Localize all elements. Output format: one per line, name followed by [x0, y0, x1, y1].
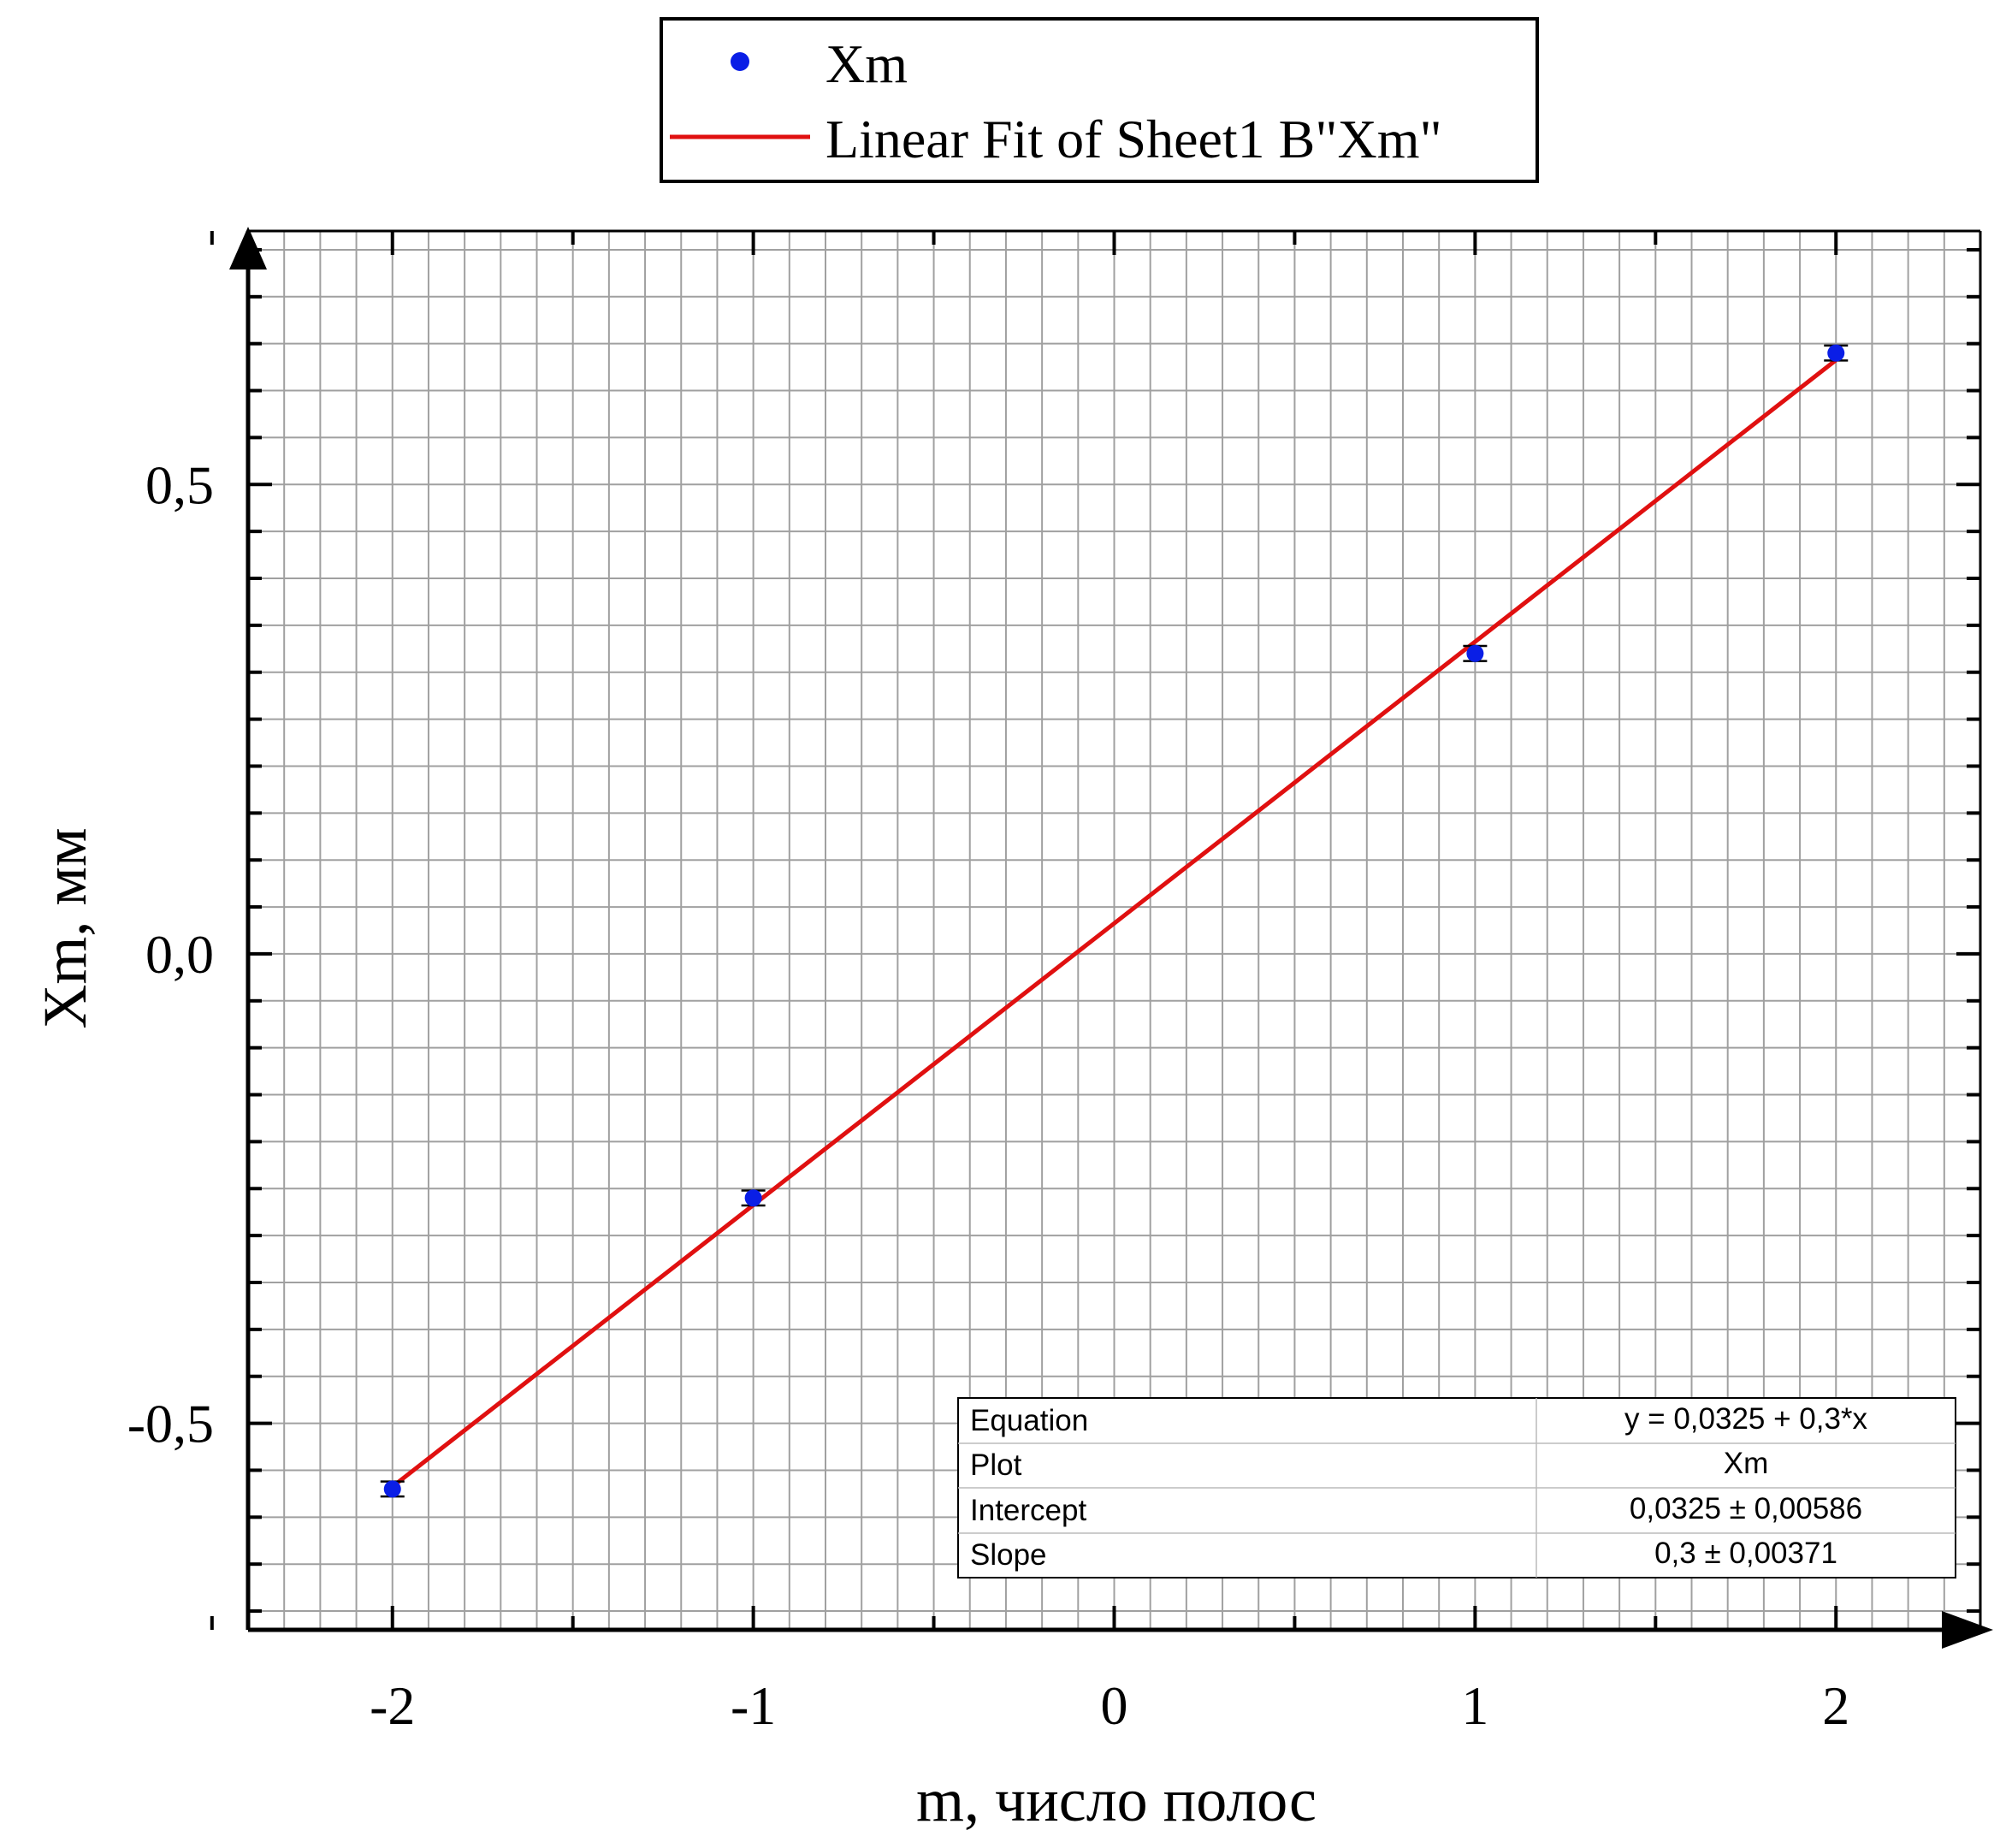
grid: [248, 231, 1981, 1630]
axis-ticks: [210, 231, 1980, 1630]
legend-label-fit: Linear Fit of Sheet1 B"Xm": [825, 109, 1442, 169]
stats-value-intercept: 0,0325 ± 0,00586: [1630, 1492, 1862, 1525]
data-point: [383, 1480, 401, 1498]
x-tick-label: 0: [1101, 1675, 1128, 1736]
stats-value-equation: y = 0,0325 + 0,3*x: [1624, 1402, 1868, 1436]
y-tick-label: -0,5: [127, 1394, 214, 1454]
stats-table: Equation y = 0,0325 + 0,3*x Plot Xm Inte…: [957, 1397, 1956, 1578]
legend-label-xm: Xm: [825, 33, 908, 94]
fit-line: [391, 358, 1837, 1489]
legend: Xm Linear Fit of Sheet1 B"Xm": [660, 17, 1539, 183]
fit-line-group: [391, 358, 1837, 1489]
x-tick-label: 1: [1461, 1675, 1488, 1736]
x-tick-label: 2: [1822, 1675, 1849, 1736]
x-axis-arrow-icon: [1942, 1611, 1993, 1649]
x-tick-label: -1: [731, 1675, 776, 1736]
x-tick-label: -2: [370, 1675, 415, 1736]
stats-key-slope: Slope: [970, 1538, 1047, 1572]
data-point: [744, 1189, 762, 1207]
stats-key-equation: Equation: [970, 1404, 1088, 1437]
data-point: [1466, 644, 1484, 662]
stats-key-intercept: Intercept: [970, 1494, 1086, 1527]
y-axis-label: Xm, мм: [31, 827, 99, 1028]
y-tick-label: 0,0: [145, 924, 214, 985]
y-tick-label: 0,5: [145, 454, 214, 515]
data-points: [380, 344, 1849, 1498]
legend-marker-icon: [731, 52, 749, 71]
data-point: [1827, 344, 1845, 362]
stats-value-slope: 0,3 ± 0,00371: [1654, 1537, 1837, 1570]
tick-labels: -2 -1 0 1 2 -0,5 0,0 0,5: [127, 454, 1850, 1736]
stats-key-plot: Plot: [970, 1448, 1022, 1482]
stats-value-plot: Xm: [1724, 1447, 1769, 1480]
legend-box: [660, 17, 1539, 183]
x-axis-label: m, число полос: [916, 1766, 1317, 1834]
